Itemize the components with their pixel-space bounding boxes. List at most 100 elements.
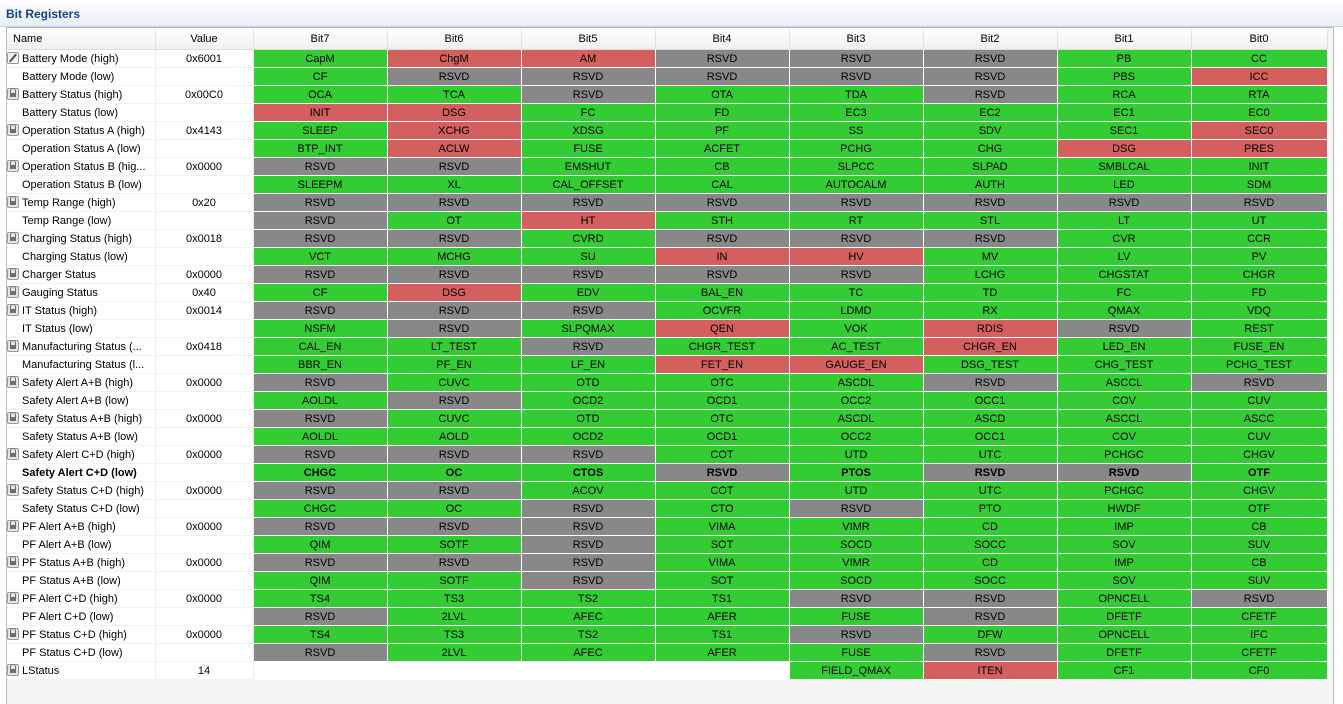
- bit3-cell[interactable]: FUSE: [788, 643, 924, 662]
- bit4-cell[interactable]: [654, 661, 790, 680]
- bit5-cell[interactable]: OCD2: [520, 427, 656, 446]
- bit0-cell[interactable]: PCHG_TEST: [1190, 355, 1328, 374]
- bit0-cell[interactable]: ICC: [1190, 67, 1328, 86]
- bit7-cell[interactable]: OCA: [252, 85, 388, 104]
- bit6-cell[interactable]: CUVC: [386, 373, 522, 392]
- register-row[interactable]: Operation Status B (low) SLEEPM XL CAL_OFFS…: [7, 175, 1328, 194]
- bit1-cell[interactable]: IMP: [1056, 517, 1192, 536]
- bit2-cell[interactable]: RSVD: [922, 49, 1058, 68]
- bit4-cell[interactable]: AFER: [654, 643, 790, 662]
- bit6-cell[interactable]: DSG: [386, 283, 522, 302]
- bit7-cell[interactable]: RSVD: [252, 265, 388, 284]
- bit4-cell[interactable]: CAL: [654, 175, 790, 194]
- register-row[interactable]: Safety Status A+B (low) AOLDL AOLD OCD2 OCD1…: [7, 427, 1328, 446]
- column-header-value[interactable]: Value: [155, 28, 254, 50]
- bit3-cell[interactable]: SOCD: [788, 571, 924, 590]
- bit6-cell[interactable]: RSVD: [386, 481, 522, 500]
- register-row[interactable]: Safety Alert C+D (high) 0x0000 RSVD RSVD RSV…: [7, 445, 1328, 464]
- register-row[interactable]: PF Alert A+B (low) QIM SOTF RSVD SOT SOCD SOCC…: [7, 535, 1328, 554]
- bit0-cell[interactable]: CHGR: [1190, 265, 1328, 284]
- register-value-cell[interactable]: 0x0018: [155, 229, 254, 248]
- bit5-cell[interactable]: RSVD: [520, 193, 656, 212]
- bit0-cell[interactable]: CCR: [1190, 229, 1328, 248]
- bit3-cell[interactable]: PCHG: [788, 139, 924, 158]
- register-value-cell[interactable]: [155, 103, 254, 122]
- column-header-bit6[interactable]: Bit6: [387, 28, 522, 50]
- bit4-cell[interactable]: OTC: [654, 373, 790, 392]
- register-row[interactable]: Battery Mode (low) CF RSVD RSVD RSVD RSVD RSVD…: [7, 67, 1328, 86]
- bit3-cell[interactable]: ASCDL: [788, 409, 924, 428]
- bit5-cell[interactable]: TS2: [520, 625, 656, 644]
- bit2-cell[interactable]: OCC1: [922, 427, 1058, 446]
- bit2-cell[interactable]: UTC: [922, 481, 1058, 500]
- bit7-cell[interactable]: BBR_EN: [252, 355, 388, 374]
- register-name-cell[interactable]: PF Status C+D (low): [7, 643, 156, 662]
- bit7-cell[interactable]: AOLDL: [252, 427, 388, 446]
- bit6-cell[interactable]: XCHG: [386, 121, 522, 140]
- bit5-cell[interactable]: RSVD: [520, 499, 656, 518]
- bit7-cell[interactable]: CHGC: [252, 463, 388, 482]
- bit6-cell[interactable]: TS3: [386, 625, 522, 644]
- bit7-cell[interactable]: RSVD: [252, 373, 388, 392]
- bit0-cell[interactable]: RSVD: [1190, 193, 1328, 212]
- register-value-cell[interactable]: 0x0014: [155, 301, 254, 320]
- bit5-cell[interactable]: FUSE: [520, 139, 656, 158]
- bit4-cell[interactable]: PF: [654, 121, 790, 140]
- bit7-cell[interactable]: TS4: [252, 625, 388, 644]
- register-value-cell[interactable]: 0x0418: [155, 337, 254, 356]
- bit7-cell[interactable]: QIM: [252, 571, 388, 590]
- column-header-bit2[interactable]: Bit2: [923, 28, 1058, 50]
- bit0-cell[interactable]: OTF: [1190, 499, 1328, 518]
- bit6-cell[interactable]: XL: [386, 175, 522, 194]
- register-row[interactable]: Battery Status (high) 0x00C0 OCA TCA RSVD OTA…: [7, 85, 1328, 104]
- bit6-cell[interactable]: MCHG: [386, 247, 522, 266]
- bit7-cell[interactable]: CF: [252, 67, 388, 86]
- bit3-cell[interactable]: SLPCC: [788, 157, 924, 176]
- register-value-cell[interactable]: 0x0000: [155, 481, 254, 500]
- bit6-cell[interactable]: TS3: [386, 589, 522, 608]
- bit0-cell[interactable]: FD: [1190, 283, 1328, 302]
- register-value-cell[interactable]: 0x0000: [155, 409, 254, 428]
- bit7-cell[interactable]: RSVD: [252, 481, 388, 500]
- bit2-cell[interactable]: ITEN: [922, 661, 1058, 680]
- bit7-cell[interactable]: RSVD: [252, 157, 388, 176]
- bit2-cell[interactable]: EC2: [922, 103, 1058, 122]
- register-name-cell[interactable]: PF Status C+D (high): [7, 625, 156, 644]
- register-row[interactable]: Charging Status (high) 0x0018 RSVD RSVD CVRD…: [7, 229, 1328, 248]
- bit7-cell[interactable]: RSVD: [252, 409, 388, 428]
- bit2-cell[interactable]: OCC1: [922, 391, 1058, 410]
- bit2-cell[interactable]: DSG_TEST: [922, 355, 1058, 374]
- bit1-cell[interactable]: LED_EN: [1056, 337, 1192, 356]
- lock-icon[interactable]: [7, 376, 19, 388]
- bit4-cell[interactable]: FD: [654, 103, 790, 122]
- register-row[interactable]: PF Status C+D (high) 0x0000 TS4 TS3 TS2 TS1 RS…: [7, 625, 1328, 644]
- bit2-cell[interactable]: TD: [922, 283, 1058, 302]
- bit6-cell[interactable]: AOLD: [386, 427, 522, 446]
- bit4-cell[interactable]: BAL_EN: [654, 283, 790, 302]
- lock-icon[interactable]: [7, 664, 19, 676]
- column-header-bit0[interactable]: Bit0: [1191, 28, 1328, 50]
- bit5-cell[interactable]: CTOS: [520, 463, 656, 482]
- bit6-cell[interactable]: ChgM: [386, 49, 522, 68]
- register-value-cell[interactable]: 0x0000: [155, 445, 254, 464]
- bit0-cell[interactable]: PRES: [1190, 139, 1328, 158]
- bit2-cell[interactable]: SOCC: [922, 571, 1058, 590]
- bit7-cell[interactable]: RSVD: [252, 607, 388, 626]
- bit6-cell[interactable]: RSVD: [386, 157, 522, 176]
- bit1-cell[interactable]: RCA: [1056, 85, 1192, 104]
- register-name-cell[interactable]: Charging Status (high): [7, 229, 156, 248]
- register-row[interactable]: Safety Alert A+B (high) 0x0000 RSVD CUVC OTD…: [7, 373, 1328, 392]
- bit2-cell[interactable]: RSVD: [922, 193, 1058, 212]
- bit4-cell[interactable]: OTA: [654, 85, 790, 104]
- bit4-cell[interactable]: RSVD: [654, 463, 790, 482]
- bit7-cell[interactable]: [252, 661, 388, 680]
- bit6-cell[interactable]: RSVD: [386, 67, 522, 86]
- register-row[interactable]: Safety Alert A+B (low) AOLDL RSVD OCD2 OCD1 O…: [7, 391, 1328, 410]
- bit3-cell[interactable]: PTOS: [788, 463, 924, 482]
- register-value-cell[interactable]: 0x4143: [155, 121, 254, 140]
- bit3-cell[interactable]: OCC2: [788, 427, 924, 446]
- bit0-cell[interactable]: FUSE_EN: [1190, 337, 1328, 356]
- bit6-cell[interactable]: RSVD: [386, 319, 522, 338]
- bit7-cell[interactable]: SLEEPM: [252, 175, 388, 194]
- bit3-cell[interactable]: LDMD: [788, 301, 924, 320]
